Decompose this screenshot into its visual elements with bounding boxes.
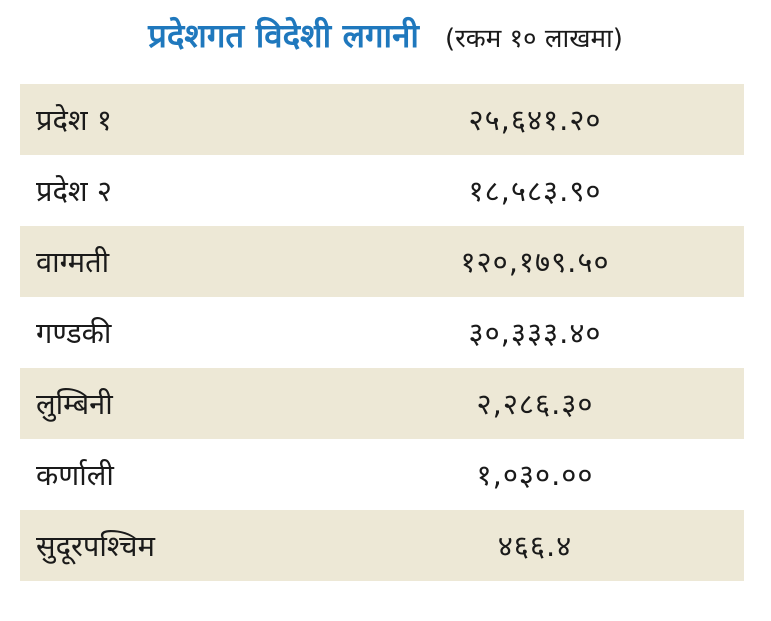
table-row: प्रदेश २ १८,५८३.९०	[20, 155, 744, 226]
table-row: सुदूरपश्चिम ४६६.४	[20, 510, 744, 581]
unit-note: (रकम १० लाखमा)	[444, 24, 623, 54]
province-name: लुम्बिनी	[36, 387, 113, 421]
province-name: प्रदेश २	[36, 174, 112, 208]
province-name: कर्णाली	[36, 458, 114, 492]
investment-value: १,०३०.००	[476, 458, 594, 492]
table-row: लुम्बिनी २,२८६.३०	[20, 368, 744, 439]
investment-value: ४६६.४	[497, 529, 573, 563]
province-name: सुदूरपश्चिम	[36, 529, 155, 563]
page-title: प्रदेशगत विदेशी लगानी	[148, 16, 419, 55]
province-name: प्रदेश १	[36, 103, 112, 137]
province-name: गण्डकी	[36, 316, 112, 350]
table-row: वाग्मती १२०,१७९.५०	[20, 226, 744, 297]
investment-value: १२०,१७९.५०	[460, 245, 610, 279]
investment-table: प्रदेश १ २५,६४१.२० प्रदेश २ १८,५८३.९० वा…	[20, 84, 744, 581]
table-row: प्रदेश १ २५,६४१.२०	[20, 84, 744, 155]
province-name: वाग्मती	[36, 245, 110, 279]
table-row: कर्णाली १,०३०.००	[20, 439, 744, 510]
table-row: गण्डकी ३०,३३३.४०	[20, 297, 744, 368]
investment-value: १८,५८३.९०	[468, 174, 602, 208]
investment-value: २५,६४१.२०	[468, 103, 602, 137]
header: प्रदेशगत विदेशी लगानी (रकम १० लाखमा)	[0, 12, 771, 70]
investment-value: ३०,३३३.४०	[468, 316, 602, 350]
investment-value: २,२८६.३०	[476, 387, 594, 421]
